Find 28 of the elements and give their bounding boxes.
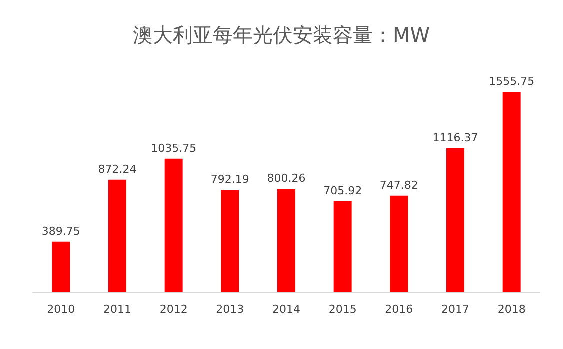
bar: [52, 242, 70, 292]
data-label: 1555.75: [489, 75, 535, 88]
x-tick-label: 2013: [216, 303, 244, 316]
data-label: 389.75: [42, 224, 80, 238]
data-label: 705.92: [324, 184, 362, 198]
bar: [502, 92, 521, 292]
bar: [390, 196, 408, 292]
bar: [334, 201, 352, 292]
data-label: 872.24: [98, 162, 137, 176]
x-tick-label: 2010: [47, 303, 76, 316]
data-label: 747.82: [380, 178, 418, 192]
data-label: 800.26: [267, 172, 306, 186]
bar: [446, 148, 464, 292]
bar: [164, 158, 183, 292]
x-tick-label: 2011: [104, 303, 132, 316]
x-tick-label: 2014: [272, 303, 300, 316]
bar: [108, 180, 126, 292]
bar: [221, 190, 240, 292]
x-tick-label: 2017: [442, 303, 470, 316]
data-label: 1035.75: [151, 142, 197, 155]
x-tick-label: 2015: [328, 303, 357, 316]
x-tick-label: 2012: [160, 303, 188, 316]
data-label: 1116.37: [432, 131, 478, 144]
x-tick-label: 2016: [385, 303, 414, 316]
data-label: 792.19: [210, 173, 250, 186]
chart-title: 澳大利亚每年光伏安装容量：MW: [132, 23, 430, 47]
x-tick-label: 2018: [498, 303, 526, 316]
bar: [278, 189, 296, 292]
